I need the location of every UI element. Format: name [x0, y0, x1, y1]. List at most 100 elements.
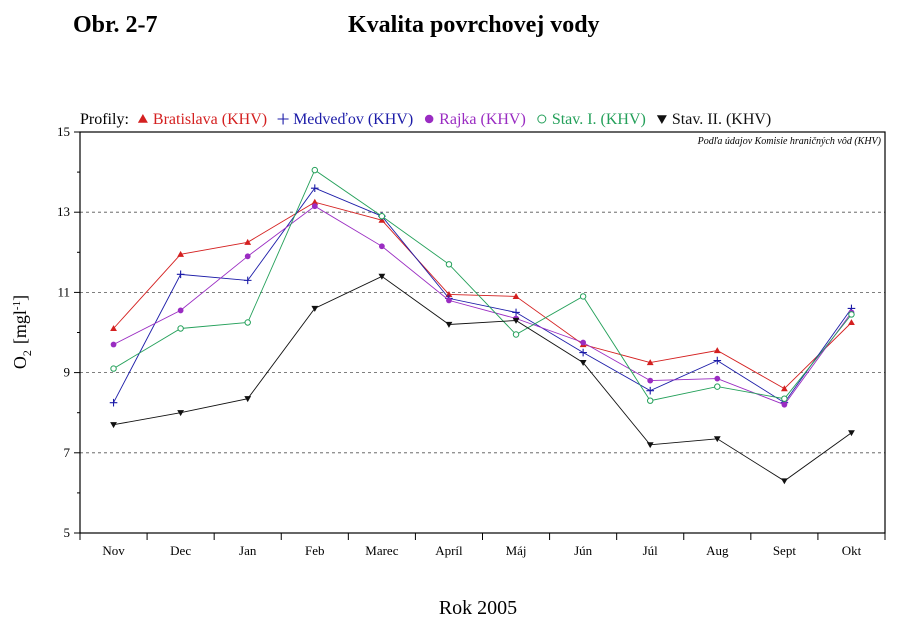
- x-tick-label-0: Nov: [102, 543, 125, 558]
- data-point: [713, 347, 721, 354]
- data-point: [580, 339, 587, 346]
- legend-label-2: Rajka (KHV): [439, 111, 526, 128]
- data-point: [579, 360, 587, 366]
- figure-number: Obr. 2-7: [73, 12, 158, 38]
- x-tick-label-1: Dec: [170, 543, 191, 558]
- legend-label-3: Stav. I. (KHV): [552, 111, 646, 128]
- data-point: [714, 375, 721, 382]
- data-point: [579, 348, 587, 357]
- data-point: [579, 293, 587, 300]
- data-point: [177, 410, 185, 417]
- data-point: [310, 184, 319, 192]
- data-point: [109, 398, 118, 407]
- x-tick-label-10: Sept: [773, 543, 797, 558]
- data-point: [713, 436, 721, 443]
- legend-label-0: Bratislava (KHV): [153, 111, 267, 128]
- data-point: [311, 203, 318, 210]
- data-point: [110, 422, 117, 429]
- series-0: [110, 198, 855, 392]
- legend-marker-3: [537, 114, 547, 124]
- data-point: [512, 331, 520, 338]
- y-axis-title-close: ]: [10, 295, 30, 301]
- data-point: [110, 325, 117, 332]
- y-tick-label-15: 15: [57, 124, 70, 139]
- data-point: [646, 397, 654, 404]
- data-point: [177, 250, 185, 257]
- y-tick-label-13: 13: [57, 204, 70, 219]
- y-axis-title: O2 [mgl-1]: [10, 295, 34, 369]
- data-point: [177, 307, 184, 314]
- data-point: [177, 325, 184, 332]
- legend-label-4: Stav. II. (KHV): [672, 111, 771, 128]
- series-line-4: [113, 275, 852, 482]
- y-axis: 5 7 9 11 13 15: [57, 124, 80, 540]
- x-tick-label-8: Júl: [643, 543, 659, 558]
- y-axis-title-unit: [mgl: [10, 310, 30, 344]
- data-point: [110, 365, 117, 372]
- data-point: [780, 385, 788, 392]
- x-axis: Nov Dec Jan Feb Marec Apríl Máj Jún Júl Aug Sept Ok…: [79, 533, 886, 558]
- data-point: [848, 311, 855, 318]
- data-point: [378, 212, 386, 220]
- data-point: [378, 273, 386, 280]
- data-point: [446, 297, 452, 304]
- x-tick-label-9: Aug: [706, 543, 729, 558]
- legend-prefix: Profily:: [80, 111, 129, 128]
- series-line-2: [113, 205, 852, 406]
- data-point: [512, 308, 520, 317]
- legend: Profily: Bratislava (KHV) Medveďov (KHV) Ra…: [80, 111, 771, 128]
- data-point: [110, 341, 117, 348]
- data-point: [445, 261, 453, 268]
- data-point: [780, 478, 788, 485]
- x-tick-label-6: Máj: [506, 543, 527, 558]
- x-tick-label-11: Okt: [842, 543, 862, 558]
- y-tick-label-9: 9: [64, 365, 71, 380]
- data-point: [646, 359, 654, 366]
- series-line-0: [113, 201, 852, 390]
- data-point: [176, 270, 185, 279]
- data-point: [714, 383, 721, 390]
- y-axis-title-main: O: [10, 356, 30, 369]
- legend-marker-4: [656, 115, 667, 124]
- series-line-3: [113, 169, 852, 402]
- series-1: [109, 184, 856, 407]
- legend-label-1: Medveďov (KHV): [293, 111, 413, 128]
- data-point: [646, 442, 654, 449]
- data-point: [781, 395, 788, 402]
- gridlines: [80, 211, 885, 454]
- y-axis-title-sup: -1: [11, 301, 23, 310]
- data-point: [445, 321, 453, 328]
- data-point: [244, 238, 252, 245]
- source-note: Podľa údajov Komisie hraničných vôd (KHV…: [697, 136, 882, 147]
- data-point: [311, 305, 319, 312]
- data-point: [713, 356, 722, 365]
- data-point: [311, 166, 319, 174]
- x-axis-title: Rok 2005: [438, 597, 518, 619]
- x-tick-label-4: Marec: [365, 543, 398, 558]
- plot-frame: [79, 131, 886, 534]
- data-point: [244, 253, 251, 260]
- x-tick-label-5: Apríl: [435, 543, 463, 558]
- data-point: [848, 430, 855, 437]
- data-point: [311, 198, 319, 205]
- data-point: [378, 243, 385, 250]
- data-point: [244, 396, 252, 403]
- series-3: [110, 166, 855, 404]
- data-point: [244, 319, 251, 326]
- series-line-1: [113, 187, 852, 404]
- y-tick-label-7: 7: [64, 445, 71, 460]
- data-point: [781, 401, 788, 408]
- data-point: [848, 319, 855, 326]
- series-4: [110, 273, 855, 485]
- x-tick-label-7: Jún: [574, 543, 593, 558]
- legend-marker-2: [424, 114, 434, 124]
- y-tick-label-5: 5: [64, 525, 71, 540]
- legend-marker-1: [277, 113, 289, 125]
- data-point: [512, 317, 520, 324]
- series-layer: [109, 166, 856, 485]
- x-tick-label-2: Jan: [239, 543, 257, 558]
- data-point: [647, 377, 654, 384]
- figure-title: Kvalita povrchovej vody: [348, 12, 600, 38]
- x-tick-label-3: Feb: [305, 543, 325, 558]
